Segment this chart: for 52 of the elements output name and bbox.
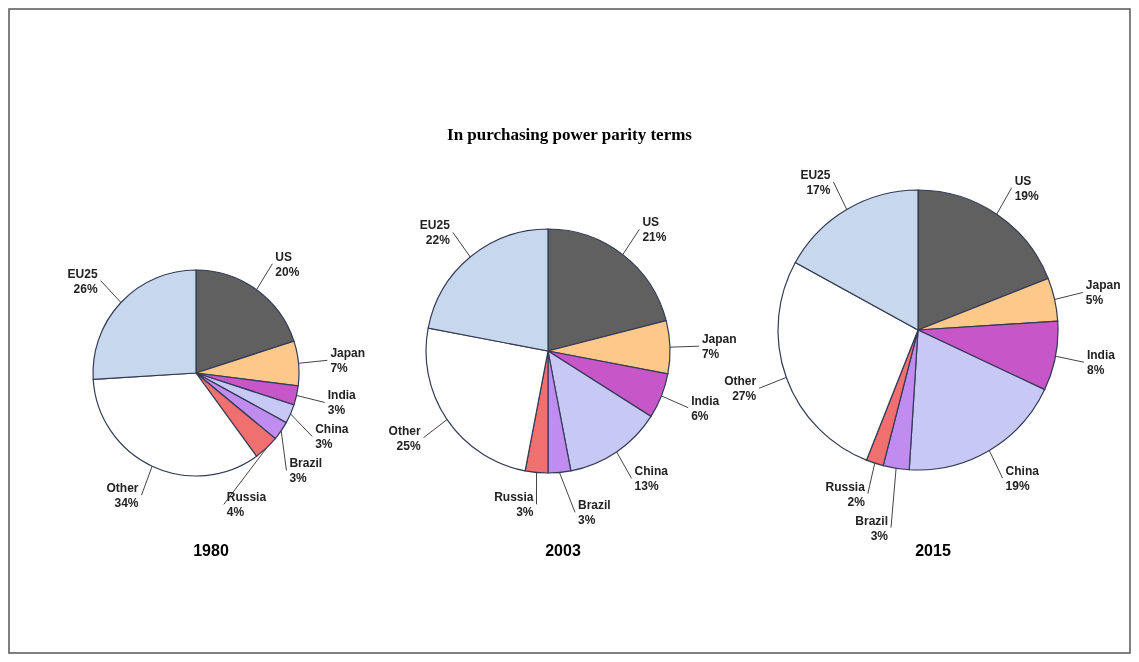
slice-label: India [327, 388, 357, 403]
data-label: 27% [732, 389, 757, 404]
data-label: 3% [578, 513, 596, 528]
slice-label: EU25 [67, 266, 98, 281]
data-label: 7% [701, 347, 720, 362]
slice-label: EU25 [419, 218, 451, 233]
slice-label: Russia [825, 479, 866, 494]
text: 2015 [915, 542, 951, 559]
data-label: 6% [691, 408, 709, 423]
slice-label: China [1005, 464, 1040, 479]
slice-label: Japan [330, 346, 366, 361]
data-label: 25% [396, 438, 421, 453]
data-label: 4% [226, 505, 245, 520]
slice-label: China [315, 422, 349, 437]
data-label: 3% [516, 505, 534, 520]
data-label: 8% [1086, 363, 1105, 378]
data-label: 13% [634, 479, 659, 494]
slice-label: Japan [1085, 278, 1121, 293]
data-label: 3% [289, 471, 308, 486]
data-label: 19% [1014, 188, 1040, 203]
slice-label: Other [724, 374, 757, 389]
data-label: 17% [806, 182, 831, 197]
slice-label: US [642, 215, 660, 230]
data-label: 3% [870, 528, 889, 543]
slice-label: Other [106, 481, 139, 496]
data-label: 2% [847, 494, 866, 509]
data-label: 19% [1005, 479, 1030, 494]
data-label: 21% [642, 230, 667, 245]
data-label: 20% [275, 264, 300, 279]
slice-label: Brazil [578, 498, 611, 513]
slice-label: Russia [494, 490, 534, 505]
text: 1980 [193, 542, 229, 559]
slice-label: EU25 [800, 167, 831, 182]
slice-label: India [1086, 348, 1116, 363]
slice-label: Other [388, 423, 421, 438]
slice-label: US [1014, 173, 1032, 188]
data-label: 7% [330, 361, 349, 376]
text: 2003 [545, 542, 581, 559]
data-label: 26% [73, 281, 98, 296]
data-label: 3% [327, 403, 346, 418]
slice-label: Russia [226, 490, 267, 505]
slice-label: Brazil [289, 456, 323, 471]
slice-label: Japan [701, 332, 737, 347]
data-label: 5% [1085, 293, 1104, 308]
data-label: 3% [315, 437, 333, 452]
slice-label: US [275, 249, 293, 264]
data-label: 34% [114, 496, 139, 511]
slice-label: China [634, 464, 669, 479]
slice-label: Brazil [855, 513, 888, 528]
chart-title: In purchasing power parity terms [447, 125, 693, 144]
data-label: 22% [425, 233, 451, 248]
slice-label: India [691, 393, 720, 408]
